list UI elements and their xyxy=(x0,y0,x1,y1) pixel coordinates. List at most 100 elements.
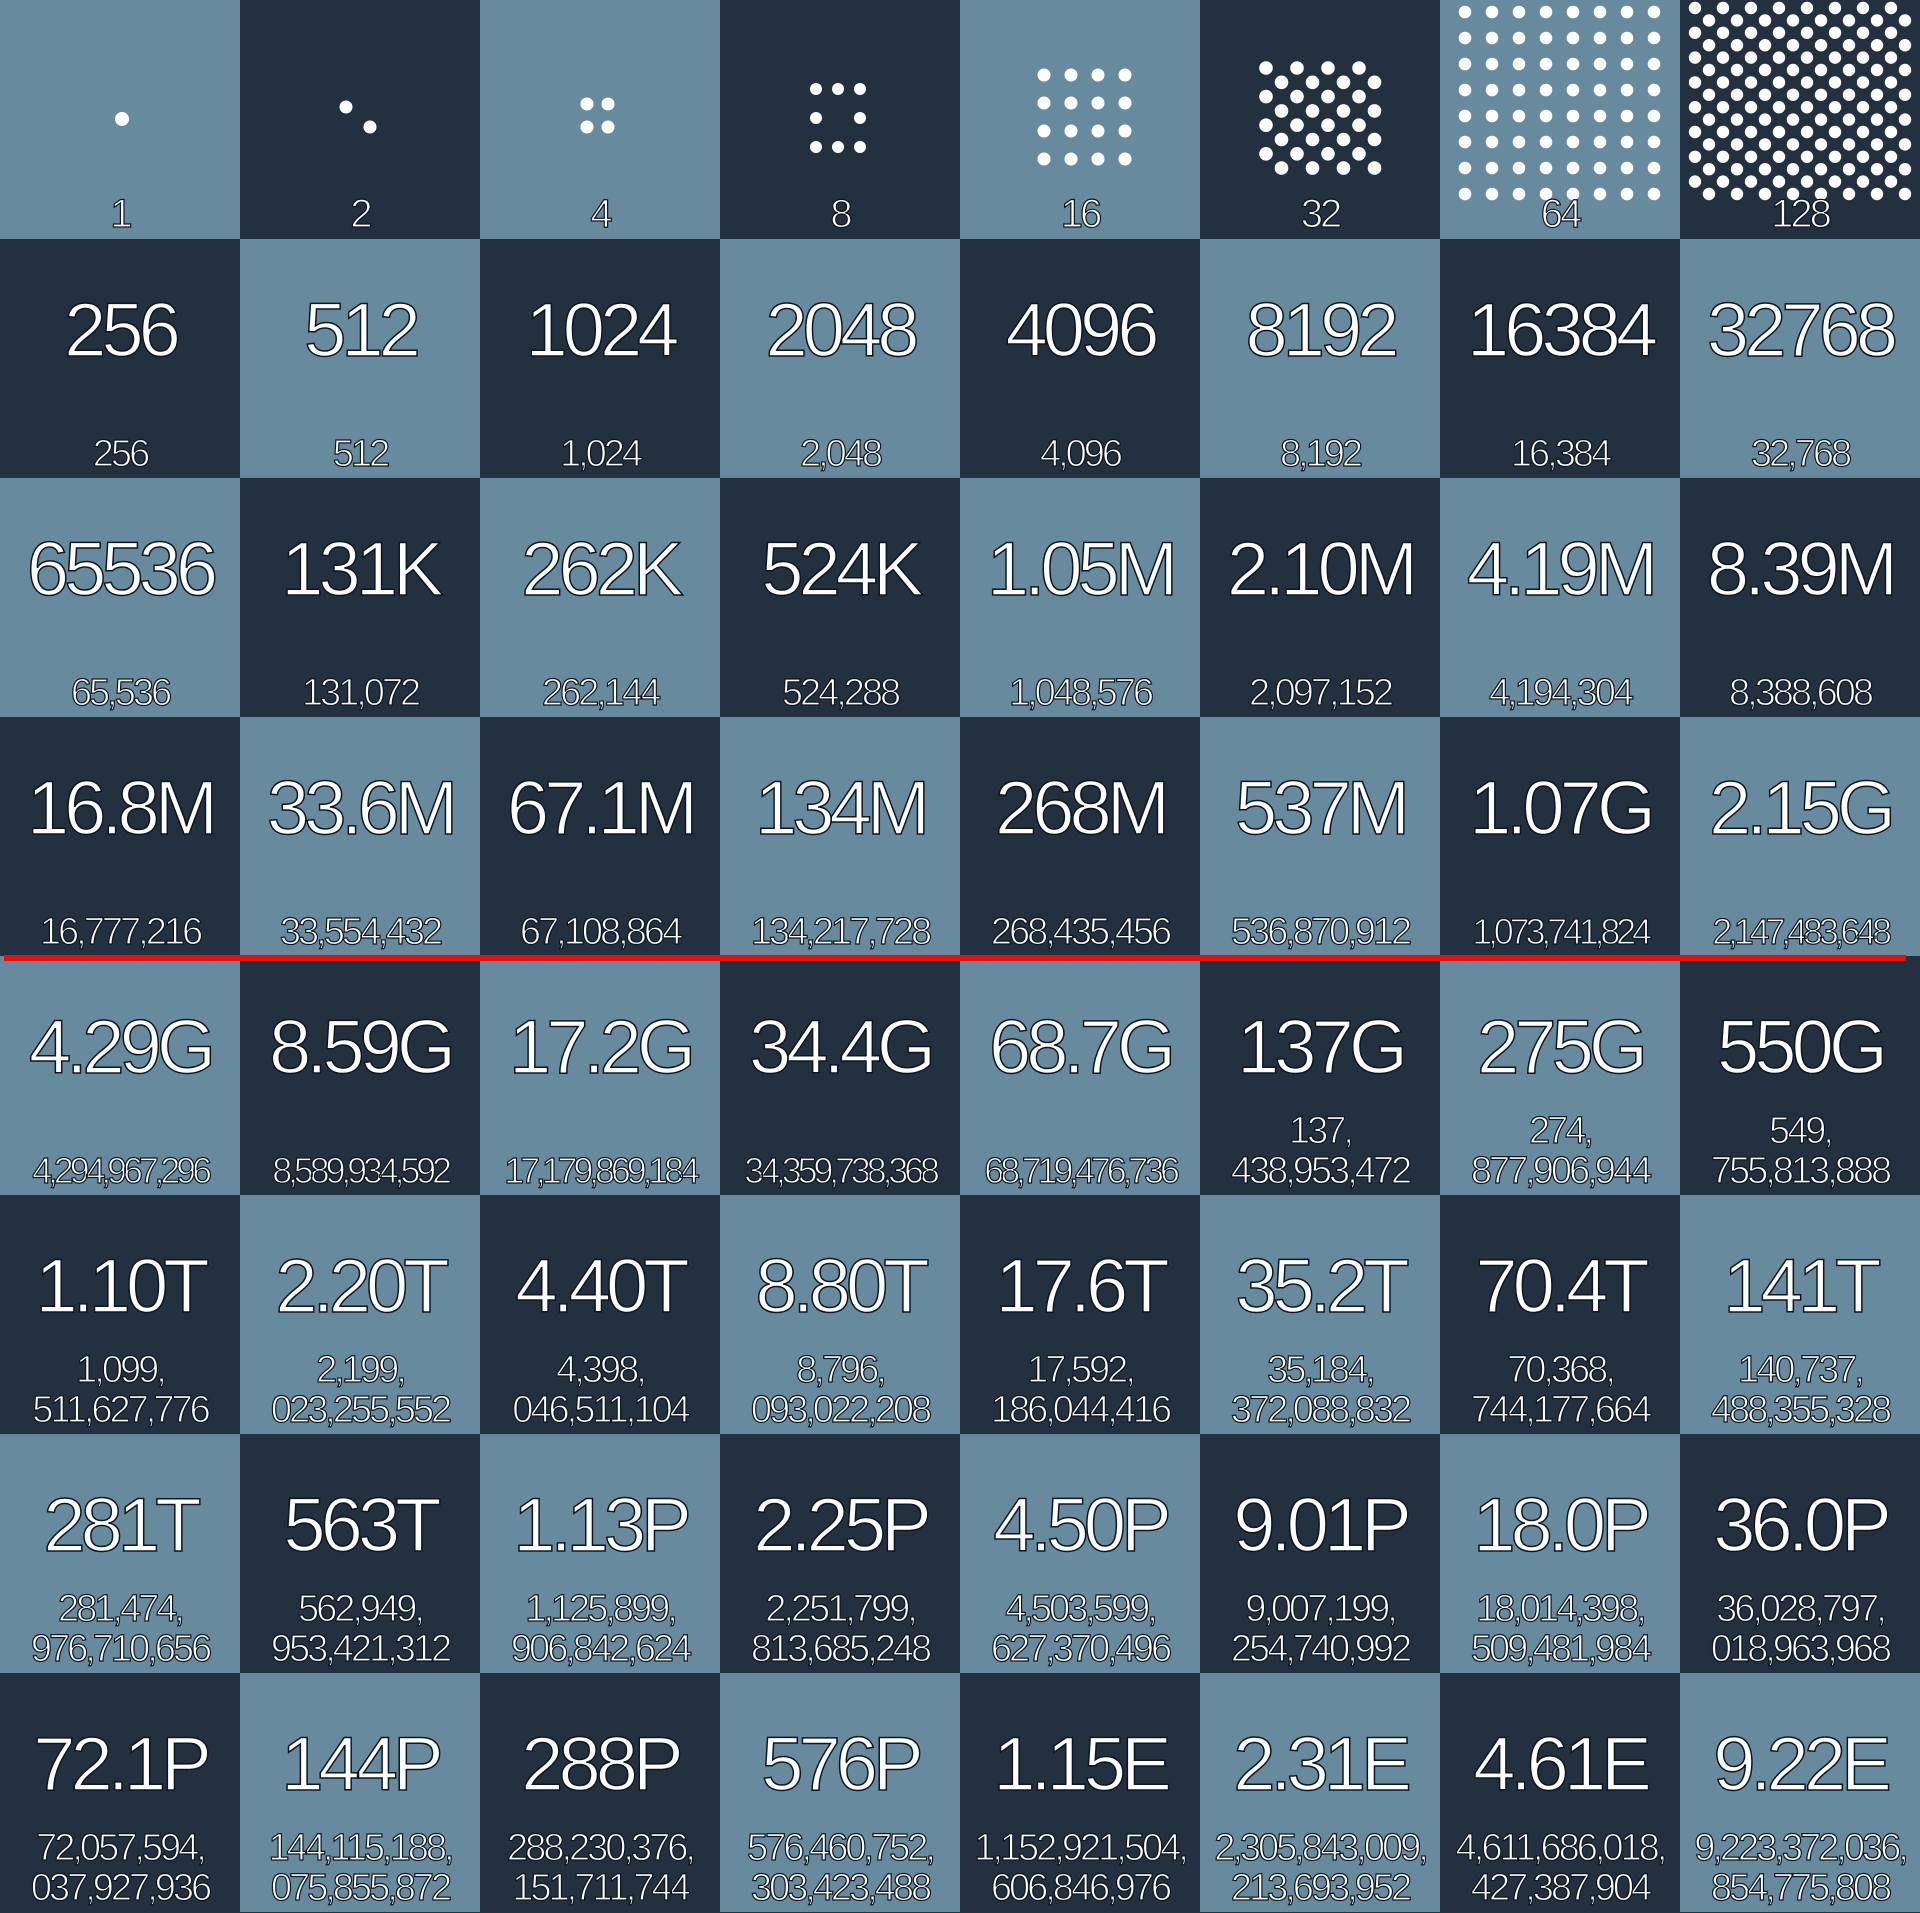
dot xyxy=(1800,51,1814,64)
dot-count-label: 8 xyxy=(830,191,853,236)
dot xyxy=(1758,39,1772,52)
dot xyxy=(1485,57,1499,71)
dot xyxy=(1352,147,1366,161)
grid-cell: 268M 268,435,456 xyxy=(960,717,1200,956)
grid-cell: 2.15G 2,147,483,648 xyxy=(1680,717,1920,956)
dot xyxy=(1290,147,1304,161)
dot xyxy=(1814,14,1828,27)
grid-cell: 64 xyxy=(1440,0,1680,239)
dot xyxy=(1730,63,1744,77)
dot xyxy=(1593,109,1607,123)
grid-cell: 2048 2,048 xyxy=(720,239,960,478)
dot xyxy=(1800,26,1814,39)
full-value: 262,144 xyxy=(541,672,662,714)
abbreviated-value: 4.50P xyxy=(992,1482,1172,1569)
dot xyxy=(1539,161,1553,175)
dot xyxy=(1884,1,1898,15)
dot xyxy=(1744,101,1758,114)
dot xyxy=(1758,113,1772,126)
grid-cell: 141T 140,737, 488,355,328 xyxy=(1680,1195,1920,1434)
grid-cell: 33.6M 33,554,432 xyxy=(240,717,480,956)
grid-cell: 67.1M 67,108,864 xyxy=(480,717,720,956)
full-value: 2,097,152 xyxy=(1248,672,1394,714)
dot xyxy=(1828,26,1842,39)
abbreviated-value: 16384 xyxy=(1466,287,1659,374)
dot xyxy=(1800,150,1814,163)
grid-cell: 1.10T 1,099, 511,627,776 xyxy=(0,1195,240,1434)
dot xyxy=(1593,57,1607,71)
dot xyxy=(1828,1,1842,15)
grid-cell: 262K 262,144 xyxy=(480,478,720,717)
grid-cell: 17.2G 17,179,869,184 xyxy=(480,956,720,1195)
abbreviated-value: 141T xyxy=(1723,1243,1883,1330)
grid-cell: 563T 562,949, 953,421,312 xyxy=(240,1434,480,1673)
dot xyxy=(1744,125,1758,139)
abbreviated-value: 275G xyxy=(1476,1004,1648,1091)
dot xyxy=(1772,26,1786,39)
abbreviated-value: 34.4G xyxy=(748,1004,937,1091)
abbreviated-value: 33.6M xyxy=(266,765,459,852)
dot xyxy=(1828,51,1842,64)
dot xyxy=(1758,187,1772,201)
abbreviated-value: 70.4T xyxy=(1475,1243,1651,1330)
abbreviated-value: 8192 xyxy=(1245,287,1401,374)
abbreviated-value: 262K xyxy=(521,526,685,613)
dot xyxy=(1884,150,1898,163)
dot xyxy=(1458,5,1472,19)
dot xyxy=(1274,161,1289,175)
dot xyxy=(1702,63,1716,77)
abbreviated-value: 8.39M xyxy=(1706,526,1899,613)
dot xyxy=(1842,113,1856,126)
full-value: 2,305,843,009, 213,693,952 xyxy=(1214,1827,1430,1909)
dot xyxy=(1485,31,1499,45)
dot xyxy=(1884,175,1898,188)
abbreviated-value: 9.22E xyxy=(1712,1721,1892,1808)
dot xyxy=(1566,5,1580,19)
full-value: 9,223,372,036, 854,775,808 xyxy=(1694,1827,1910,1909)
dot xyxy=(1730,187,1744,201)
dot xyxy=(1702,138,1716,151)
dot xyxy=(1485,83,1499,97)
grid-cell: 137G 137, 438,953,472 xyxy=(1200,956,1440,1195)
dot xyxy=(1593,5,1607,19)
dot xyxy=(1458,57,1472,71)
full-value: 1,048,576 xyxy=(1008,672,1154,714)
dot xyxy=(1842,14,1856,27)
dot xyxy=(810,83,822,95)
dot xyxy=(1744,76,1758,89)
dot xyxy=(1716,101,1730,114)
dot xyxy=(1786,187,1800,201)
dot xyxy=(1566,109,1580,123)
dot xyxy=(1647,187,1661,201)
abbreviated-value: 1.07G xyxy=(1468,765,1657,852)
dot xyxy=(1458,83,1472,97)
abbreviated-value: 2048 xyxy=(765,287,921,374)
grid-cell: 16384 16,384 xyxy=(1440,239,1680,478)
abbreviated-value: 524K xyxy=(761,526,925,613)
full-value: 549, 755,813,888 xyxy=(1710,1110,1893,1192)
dot xyxy=(1688,1,1702,15)
dot xyxy=(1786,14,1800,27)
dot xyxy=(601,97,615,111)
grid-cell: 4.50P 4,503,599, 627,370,496 xyxy=(960,1434,1200,1673)
dot xyxy=(1593,161,1607,175)
dot xyxy=(1744,51,1758,64)
dot xyxy=(1870,63,1884,77)
full-value: 70,368, 744,177,664 xyxy=(1470,1349,1653,1431)
dot xyxy=(1772,125,1786,139)
dot xyxy=(1758,138,1772,151)
grid-cell: 1.07G 1,073,741,824 xyxy=(1440,717,1680,956)
grid-cell: 34.4G 34,359,738,368 xyxy=(720,956,960,1195)
dot xyxy=(1593,135,1607,149)
dot xyxy=(1118,152,1132,166)
grid-cell: 4.61E 4,611,686,018, 427,387,904 xyxy=(1440,1673,1680,1912)
dot xyxy=(1566,57,1580,71)
dot xyxy=(1118,68,1132,82)
dot xyxy=(1842,39,1856,52)
dot xyxy=(1037,96,1051,110)
dot xyxy=(1772,51,1786,64)
dot xyxy=(1870,138,1884,151)
dot xyxy=(1336,132,1351,147)
dot xyxy=(1305,132,1320,147)
grid-cell: 4 xyxy=(480,0,720,239)
